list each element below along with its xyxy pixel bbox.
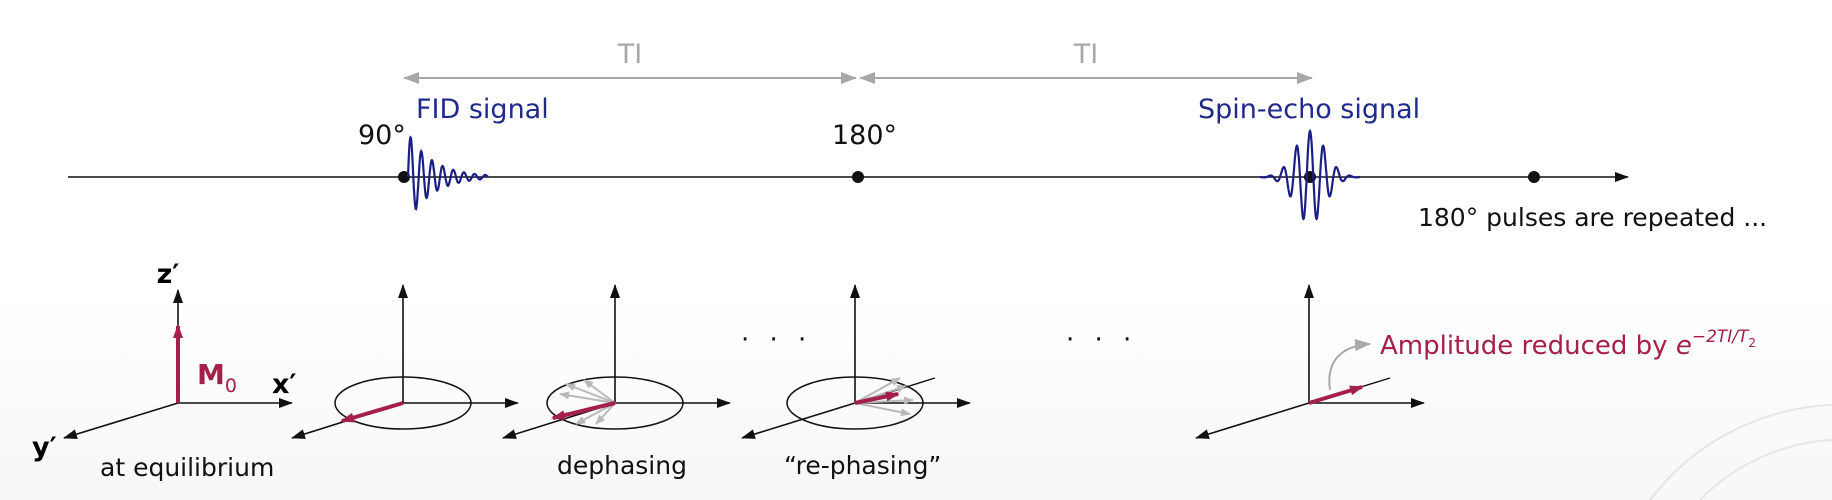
x-axis-label: x′ bbox=[272, 369, 297, 400]
amplitude-note: Amplitude reduced by e−2TI/T2 bbox=[1380, 327, 1756, 361]
rephasing-label: “re-phasing” bbox=[784, 451, 941, 480]
magnetization-vector bbox=[551, 401, 616, 421]
frame-after-90 bbox=[291, 284, 519, 439]
spin-vector bbox=[559, 391, 616, 404]
decorative-arc bbox=[1649, 404, 1832, 500]
frame-equilibrium: z′ x′ y′ M0 at equilibrium bbox=[32, 259, 297, 482]
fid-waveform bbox=[406, 135, 489, 211]
ellipsis-1: · · · bbox=[741, 325, 812, 355]
spin-vector bbox=[595, 402, 616, 425]
magnetization-vector bbox=[340, 401, 404, 423]
repeat-note: 180° pulses are repeated ... bbox=[1418, 203, 1767, 232]
frame-dephasing: dephasing bbox=[502, 284, 731, 480]
pulse-90-dot bbox=[398, 171, 410, 183]
y-axis bbox=[741, 402, 856, 439]
spin-echo-waveform bbox=[1259, 128, 1361, 221]
equilibrium-label: at equilibrium bbox=[100, 453, 274, 482]
pulse-180-dot bbox=[852, 171, 864, 183]
y-axis bbox=[63, 402, 179, 439]
dephasing-label: dephasing bbox=[557, 451, 687, 480]
dephasing-spins bbox=[559, 379, 616, 425]
spin-vector bbox=[854, 377, 901, 404]
spin-vector bbox=[854, 402, 911, 417]
ellipsis-2: · · · bbox=[1066, 325, 1137, 355]
m0-label: M0 bbox=[197, 358, 237, 397]
frame-rephasing: “re-phasing” bbox=[741, 284, 971, 480]
ti-interval-1-label: TI bbox=[617, 39, 642, 70]
spin-vector bbox=[565, 383, 616, 404]
pulse-90-label: 90° bbox=[358, 120, 406, 151]
z-axis-label: z′ bbox=[157, 259, 180, 290]
frame-echo: Amplitude reduced by e−2TI/T2 bbox=[1195, 284, 1756, 439]
timeline: TI TI 90° 180° FID signal Spin-echo sign… bbox=[68, 39, 1767, 232]
y-axis-label: y′ bbox=[32, 432, 57, 463]
spin-vector bbox=[583, 379, 616, 404]
pulse-180-repeat-dot bbox=[1528, 171, 1540, 183]
amplitude-pointer bbox=[1328, 339, 1371, 391]
fid-signal-label: FID signal bbox=[416, 94, 549, 125]
spin-echo-signal-label: Spin-echo signal bbox=[1198, 94, 1420, 125]
magnetization-vector bbox=[1308, 385, 1364, 405]
pulse-180-label: 180° bbox=[832, 120, 897, 151]
y-axis bbox=[1195, 402, 1310, 439]
ti-interval-2-label: TI bbox=[1073, 39, 1098, 70]
magnetization-vector bbox=[854, 391, 900, 405]
